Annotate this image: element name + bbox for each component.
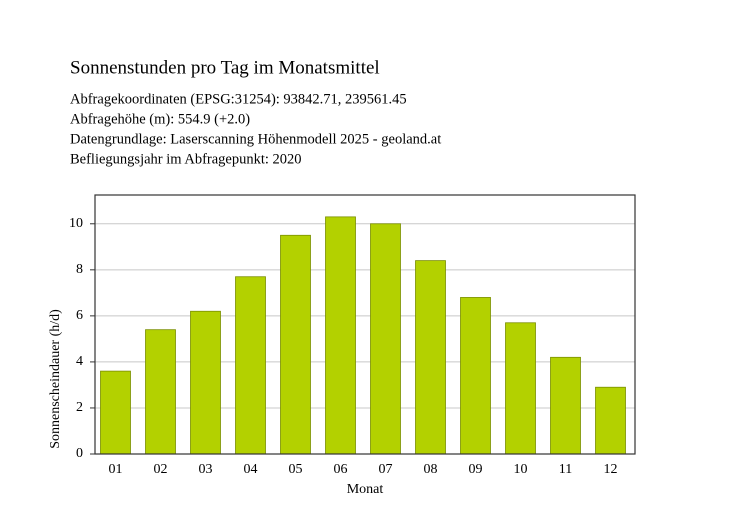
bar [190,310,221,455]
x-tick-label: 06 [334,462,348,477]
bar [370,223,401,455]
x-tick-label: 01 [109,462,123,477]
x-tick-label: 10 [514,462,528,477]
x-tick-label: 02 [154,462,168,477]
x-tick-label: 05 [289,462,303,477]
subtitle: Abfragehöhe (m): 554.9 (+2.0) [70,111,250,127]
y-tick-label: 4 [76,354,83,369]
y-tick-label: 0 [76,446,83,461]
x-tick-label: 08 [424,462,438,477]
y-tick-label: 10 [69,216,83,231]
bar [505,322,536,455]
bar [550,356,581,455]
bar [460,297,491,455]
subtitle: Abfragekoordinaten (EPSG:31254): 93842.7… [70,91,407,107]
bar [235,276,266,455]
x-tick-label: 11 [559,462,572,477]
subtitle: Datengrundlage: Laserscanning Höhenmodel… [70,131,441,147]
x-tick-label: 07 [379,462,393,477]
bar [100,370,131,455]
y-tick-label: 8 [76,262,83,277]
plot-frame [94,194,636,455]
bar [325,216,356,455]
x-tick-label: 04 [244,462,258,477]
y-tick-label: 6 [76,308,83,323]
x-tick-label: 03 [199,462,213,477]
y-tick-label: 2 [76,400,83,415]
bar [415,260,446,455]
x-tick-label: 12 [604,462,618,477]
bar [280,234,311,455]
bar [145,329,176,455]
bar [595,386,626,455]
chart-title: Sonnenstunden pro Tag im Monatsmittel [70,57,380,78]
x-tick-label: 09 [469,462,483,477]
subtitle: Befliegungsjahr im Abfragepunkt: 2020 [70,151,302,167]
y-axis-label: Sonnenscheindauer (h/d) [48,309,63,449]
x-axis-label: Monat [347,482,384,497]
